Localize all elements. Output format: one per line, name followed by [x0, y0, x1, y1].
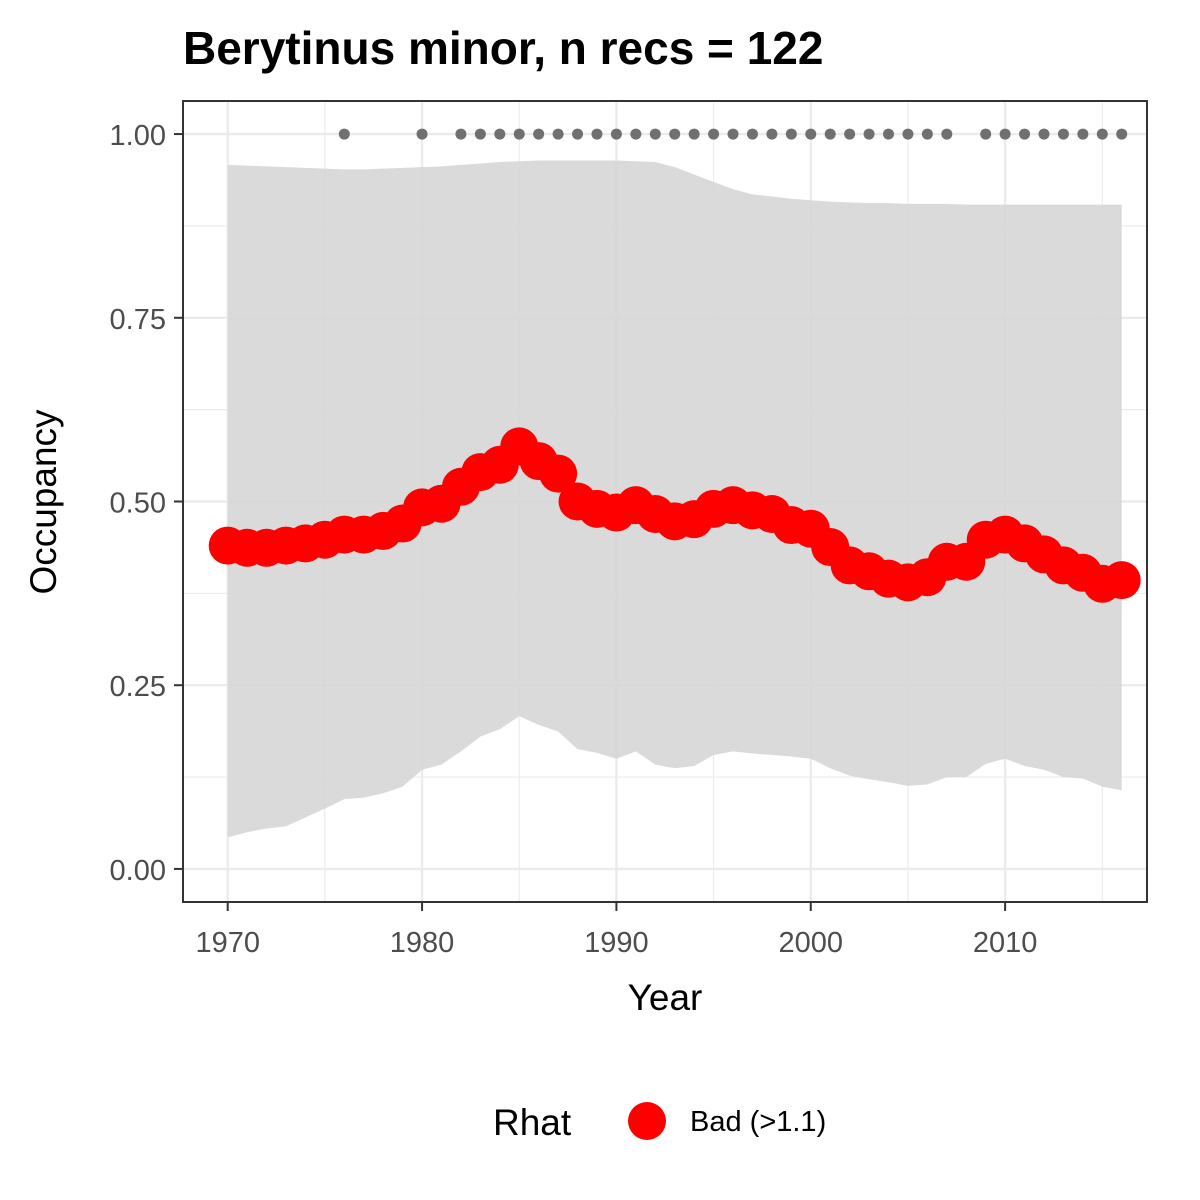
record-dot: [883, 128, 895, 140]
record-dot: [746, 128, 758, 140]
occupancy-points-layer: [208, 427, 1141, 603]
record-dot: [552, 128, 564, 140]
x-tick-label: 2010: [973, 927, 1038, 959]
record-dot: [785, 128, 797, 140]
record-dot: [805, 128, 817, 140]
record-dot: [513, 128, 525, 140]
record-dot: [630, 128, 642, 140]
occupancy-point: [1102, 561, 1141, 600]
record-dot: [572, 128, 584, 140]
y-axis-title: Occupancy: [23, 409, 64, 595]
y-tick-label: 0.25: [110, 671, 166, 703]
record-dot: [727, 128, 739, 140]
credible-interval-ribbon: [227, 160, 1122, 838]
record-dot: [824, 128, 836, 140]
record-dot: [1116, 128, 1128, 140]
record-dot: [416, 128, 428, 140]
y-tick-label: 0.50: [110, 488, 166, 520]
record-dot: [455, 128, 467, 140]
y-axis: 0.00 0.25 0.50 0.75 1.00: [110, 120, 183, 887]
x-tick-label: 2000: [779, 927, 844, 959]
legend: Rhat Bad (>1.1): [493, 1102, 826, 1143]
x-tick-label: 1970: [195, 927, 260, 959]
occupancy-point: [539, 454, 578, 493]
x-axis: 1970 1980 1990 2000 2010: [195, 902, 1037, 959]
record-dots-layer: [338, 128, 1128, 140]
credible-interval-ribbon-layer: [227, 160, 1122, 838]
x-tick-label: 1980: [390, 927, 455, 959]
record-dot: [688, 128, 700, 140]
record-dot: [980, 128, 992, 140]
legend-key-bad: [628, 1102, 666, 1140]
record-dot: [1057, 128, 1069, 140]
record-dot: [649, 128, 661, 140]
y-tick-label: 1.00: [110, 120, 166, 152]
record-dot: [999, 128, 1011, 140]
chart-title: Berytinus minor, n recs = 122: [183, 22, 823, 74]
x-tick-label: 1990: [584, 927, 649, 959]
record-dot: [338, 128, 350, 140]
record-dot: [863, 128, 875, 140]
record-dot: [1096, 128, 1108, 140]
record-dot: [1019, 128, 1031, 140]
record-dot: [1077, 128, 1089, 140]
record-dot: [533, 128, 545, 140]
record-dot: [1038, 128, 1050, 140]
legend-label-bad: Bad (>1.1): [690, 1106, 826, 1138]
record-dot: [610, 128, 622, 140]
record-dot: [474, 128, 486, 140]
record-dot: [591, 128, 603, 140]
record-dot: [669, 128, 681, 140]
legend-title: Rhat: [493, 1102, 572, 1143]
record-dot: [494, 128, 506, 140]
record-dot: [921, 128, 933, 140]
record-dot: [941, 128, 953, 140]
y-tick-label: 0.00: [110, 855, 166, 887]
record-dot: [844, 128, 856, 140]
y-tick-label: 0.75: [110, 304, 166, 336]
record-dot: [902, 128, 914, 140]
record-dot: [766, 128, 778, 140]
record-dot: [708, 128, 720, 140]
x-axis-title: Year: [628, 977, 703, 1018]
